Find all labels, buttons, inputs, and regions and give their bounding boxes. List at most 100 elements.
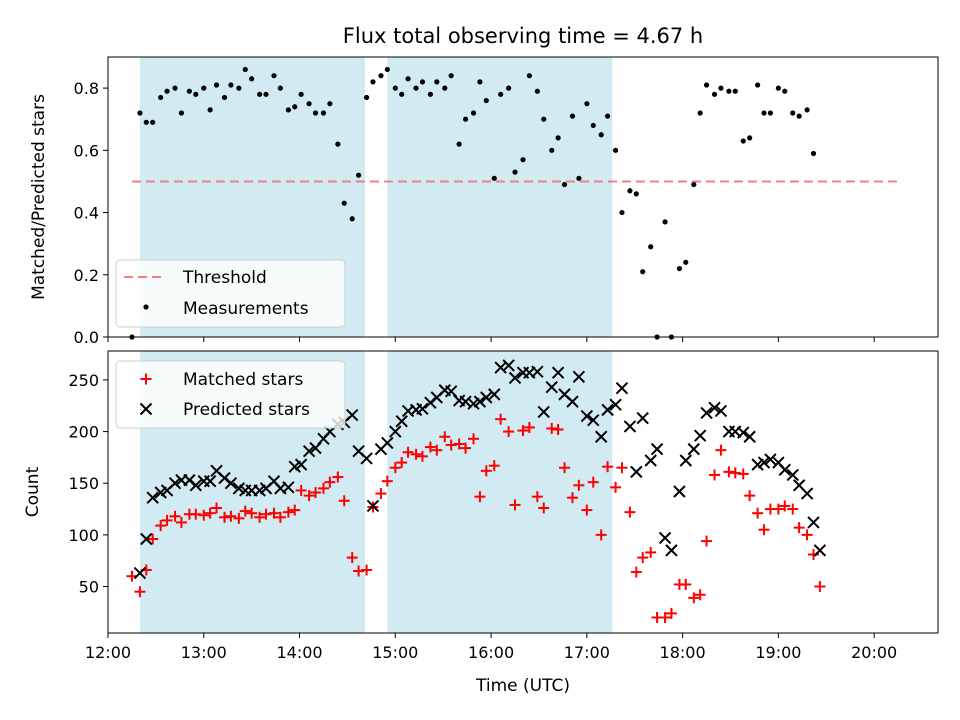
- matched-point: [566, 492, 578, 504]
- top-y-ticks: 0.0 0.2 0.4 0.6 0.8: [74, 79, 108, 347]
- top-legend-box: [115, 259, 346, 328]
- measurement-point: [683, 259, 689, 265]
- predicted-point: [778, 463, 791, 476]
- predicted-point: [551, 366, 565, 379]
- predicted-point-b: [488, 388, 501, 401]
- measurement-point: [640, 269, 646, 275]
- predicted-point: [587, 414, 600, 427]
- measurement-point: [221, 94, 228, 101]
- predicted-point: [813, 544, 827, 557]
- predicted-point: [687, 442, 700, 456]
- predicted-point-b: [480, 391, 493, 404]
- y-tick-label: 250: [68, 371, 99, 390]
- predicted-point-b: [352, 444, 365, 458]
- matched-point: [509, 499, 521, 511]
- top-x-ticks: [107, 337, 875, 342]
- predicted-point: [146, 491, 159, 504]
- measurement-point: [249, 76, 255, 82]
- measurement-point: [419, 79, 426, 85]
- predicted-point: [545, 380, 558, 394]
- measurement-point: [405, 76, 411, 82]
- predicted-point-b: [757, 456, 771, 469]
- measurement-point: [271, 73, 277, 79]
- measurement-point: [178, 110, 185, 116]
- predicted-point: [473, 395, 487, 408]
- matched-point: [424, 441, 436, 453]
- measurement-point: [363, 94, 370, 101]
- predicted-point-b: [630, 465, 643, 479]
- predicted-point-b: [772, 456, 785, 469]
- measurement-point: [213, 82, 220, 88]
- matched-point: [517, 425, 529, 437]
- predicted-point: [189, 479, 202, 492]
- measurement-point: [604, 113, 611, 119]
- measurement-point: [711, 91, 718, 97]
- predicted-point-b: [146, 491, 159, 504]
- predicted-point: [615, 381, 629, 395]
- measurement-point: [277, 85, 283, 91]
- measurement-point: [470, 110, 477, 116]
- predicted-point-b: [294, 458, 308, 471]
- chart-title: Flux total observing time = 4.67 h: [343, 24, 703, 48]
- predicted-point: [764, 453, 777, 466]
- bottom-legend: Matched stars Predicted stars: [115, 360, 346, 429]
- predicted-point-b: [615, 381, 629, 395]
- predicted-point-b: [693, 429, 707, 442]
- predicted-point-b: [644, 454, 657, 467]
- y-tick-label: 0.8: [74, 79, 99, 98]
- matched-point: [630, 566, 642, 578]
- matched-point: [246, 507, 258, 519]
- predicted-point-b: [700, 406, 713, 420]
- shaded-interval-2: [387, 351, 613, 633]
- legend-predicted-label: Predicted stars: [183, 400, 310, 420]
- measurement-point: [555, 135, 561, 141]
- predicted-point-b: [438, 384, 451, 397]
- measurement-point: [512, 169, 518, 175]
- predicted-point: [416, 402, 429, 416]
- matched-point: [624, 506, 636, 518]
- measurement-point: [186, 88, 193, 94]
- predicted-point: [203, 474, 217, 488]
- predicted-point-b: [523, 366, 536, 379]
- predicted-point-b: [416, 402, 429, 416]
- matched-point: [453, 438, 465, 450]
- predicted-point-b: [218, 471, 231, 485]
- predicted-point-b: [673, 485, 686, 498]
- predicted-point: [580, 409, 594, 423]
- top-legend: Threshold Measurements: [115, 259, 346, 328]
- predicted-point: [601, 403, 614, 417]
- measurement-point: [257, 91, 263, 97]
- matched-point: [758, 524, 770, 536]
- matched-point: [665, 607, 677, 619]
- measurement-point: [761, 110, 767, 116]
- matched-point: [410, 448, 422, 460]
- predicted-point: [693, 429, 707, 442]
- matched-point: [324, 476, 336, 488]
- measurement-point: [747, 135, 753, 141]
- measurement-point: [137, 110, 143, 116]
- top-axes-frame: [107, 56, 939, 338]
- matched-point: [389, 462, 401, 474]
- measurement-point: [506, 85, 512, 91]
- predicted-point-b: [786, 468, 799, 482]
- predicted-point-b: [609, 398, 622, 411]
- measurement-point: [207, 107, 213, 113]
- predicted-point: [630, 465, 643, 479]
- predicted-point-b: [714, 404, 728, 418]
- bottom-x-ticks: 12:00 13:00 14:00 15:00 16:00 17:00 18:00 19:00…: [85, 633, 897, 662]
- measurement-point: [442, 85, 448, 91]
- predicted-point: [282, 481, 295, 494]
- predicted-point-b: [401, 404, 415, 418]
- matched-point: [744, 490, 756, 502]
- top-y-axis-label: Matched/Predicted stars: [29, 94, 49, 300]
- predicted-point: [566, 395, 579, 408]
- measurement-point: [384, 66, 390, 73]
- predicted-point-b: [792, 479, 806, 492]
- predicted-point-b: [133, 566, 147, 580]
- predicted-point-b: [274, 482, 287, 495]
- predicted-point-b: [601, 403, 614, 417]
- matched-point: [338, 495, 350, 507]
- matched-point: [737, 468, 749, 480]
- predicted-point: [389, 425, 402, 438]
